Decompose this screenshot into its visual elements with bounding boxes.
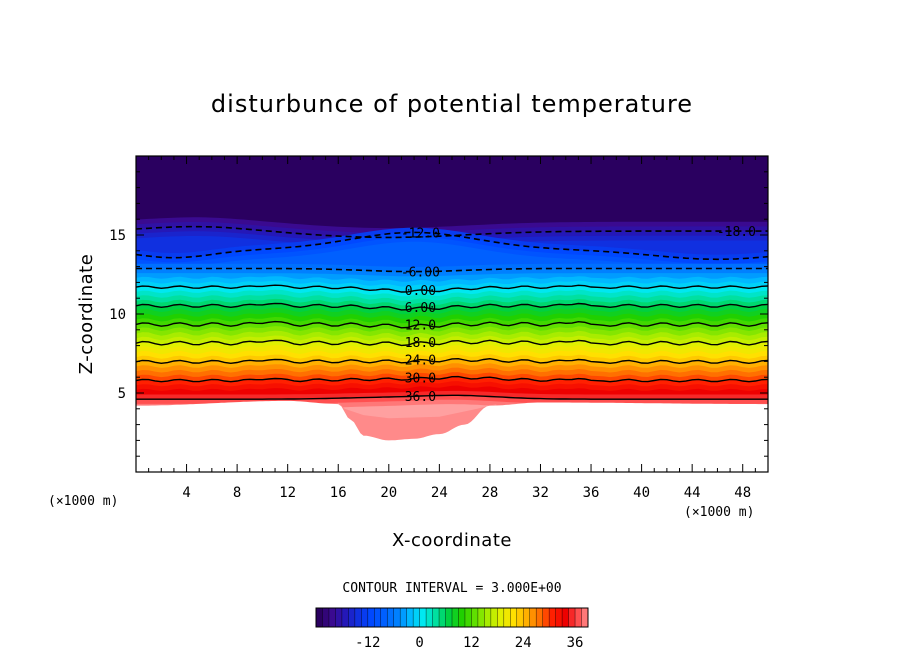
colorbar-segment bbox=[432, 608, 440, 627]
colorbar-segment bbox=[503, 608, 511, 627]
colorbar-segment bbox=[458, 608, 466, 627]
y-tick-label: 15 bbox=[109, 228, 126, 244]
colorbar-segment bbox=[341, 608, 349, 627]
colorbar-segment bbox=[354, 608, 362, 627]
contour-label: 12.0 bbox=[405, 318, 436, 333]
chart-title: disturbunce of potential temperature bbox=[211, 90, 693, 118]
colorbar-segment bbox=[322, 608, 330, 627]
contour-line bbox=[136, 339, 768, 347]
contour-label: 30.0 bbox=[405, 371, 436, 386]
colorbar-segment bbox=[439, 608, 447, 627]
colorbar-segment bbox=[361, 608, 369, 627]
x-tick-labels: 4 8 12 16 20 24 28 32 36 40 44 48 bbox=[182, 485, 751, 501]
colorbar-segment bbox=[484, 608, 492, 627]
contour-label: 36.0 bbox=[405, 390, 436, 405]
colorbar-segment bbox=[490, 608, 498, 627]
x-tick-label: 44 bbox=[684, 485, 701, 501]
x-tick-label: 40 bbox=[633, 485, 650, 501]
contour-line bbox=[136, 302, 768, 311]
colorbar-segment bbox=[374, 608, 382, 627]
terrain-mask bbox=[136, 400, 768, 472]
colorbar bbox=[315, 608, 589, 627]
colorbar-tick-label: 12 bbox=[463, 635, 480, 651]
colorbar-tick-label: 0 bbox=[415, 635, 423, 651]
colorbar-segment bbox=[387, 608, 395, 627]
x-axis-label: X-coordinate bbox=[392, 530, 512, 551]
contour-line bbox=[136, 357, 768, 365]
colorbar-segment bbox=[471, 608, 479, 627]
y-tick-label: 5 bbox=[118, 386, 126, 402]
plot-area: -18.0 -12.0 -6.00 0.00 6.00 12.0 18.0 24.0 30.0 3… bbox=[136, 156, 768, 472]
z-unit-label: (×1000 m) bbox=[48, 494, 118, 509]
colorbar-segment bbox=[549, 608, 557, 627]
colorbar-segment bbox=[445, 608, 453, 627]
contour-line bbox=[136, 375, 768, 383]
colorbar-segment bbox=[536, 608, 544, 627]
colorbar-segment bbox=[335, 608, 343, 627]
x-tick-label: 48 bbox=[734, 485, 751, 501]
colorbar-segment bbox=[575, 608, 583, 627]
contour-label: -12.0 bbox=[401, 226, 440, 241]
colorbar-segment bbox=[400, 608, 408, 627]
x-tick-label: 24 bbox=[431, 485, 448, 501]
x-tick-label: 28 bbox=[481, 485, 498, 501]
colorbar-segment bbox=[555, 608, 563, 627]
axis-ticks bbox=[136, 156, 768, 472]
colorbar-segment bbox=[568, 608, 576, 627]
colorbar-segment bbox=[419, 608, 427, 627]
contour-line bbox=[136, 225, 768, 239]
contour-label: 6.00 bbox=[405, 301, 436, 316]
colorbar-segment bbox=[529, 608, 537, 627]
colorbar-segment bbox=[380, 608, 388, 627]
colorbar-segment bbox=[516, 608, 524, 627]
x-tick-label: 16 bbox=[330, 485, 347, 501]
contour-line bbox=[136, 267, 768, 273]
contour-label: -18.0 bbox=[717, 225, 756, 240]
colorbar-segment bbox=[477, 608, 485, 627]
x-tick-label: 20 bbox=[380, 485, 397, 501]
contour-interval-label: CONTOUR INTERVAL = 3.000E+00 bbox=[342, 581, 561, 596]
colorbar-segment bbox=[562, 608, 570, 627]
colorbar-segment bbox=[316, 608, 323, 627]
colorbar-segment bbox=[581, 608, 589, 627]
colorbar-segment bbox=[406, 608, 414, 627]
x-tick-label: 32 bbox=[532, 485, 549, 501]
contour-label: -6.00 bbox=[401, 266, 440, 281]
contour-lines bbox=[136, 225, 768, 400]
x-tick-label: 36 bbox=[583, 485, 600, 501]
contour-line bbox=[136, 394, 768, 400]
colorbar-segment bbox=[464, 608, 472, 627]
contour-labels: -18.0 -12.0 -6.00 0.00 6.00 12.0 18.0 24.0 30.0 3… bbox=[401, 225, 756, 405]
y-tick-label: 10 bbox=[109, 307, 126, 323]
x-tick-label: 8 bbox=[233, 485, 241, 501]
colorbar-segment bbox=[452, 608, 459, 627]
colorbar-segment bbox=[497, 608, 505, 627]
contour-line bbox=[136, 231, 768, 261]
x-tick-label: 12 bbox=[279, 485, 296, 501]
x-tick-label: 4 bbox=[182, 485, 190, 501]
contour-line bbox=[136, 320, 768, 329]
colorbar-frame bbox=[315, 607, 589, 628]
contour-label: 0.00 bbox=[405, 284, 436, 299]
colorbar-segment bbox=[348, 608, 356, 627]
contour-label: 18.0 bbox=[405, 336, 436, 351]
colorbar-segment bbox=[328, 608, 336, 627]
colorbar-tick-label: 24 bbox=[515, 635, 532, 651]
colorbar-segment bbox=[542, 608, 550, 627]
colorbar-tick-labels: -12 0 12 24 36 bbox=[355, 635, 583, 651]
colorbar-tick-label: -12 bbox=[355, 635, 380, 651]
colorbar-segment bbox=[523, 608, 531, 627]
colorbar-tick-label: 36 bbox=[567, 635, 584, 651]
colorbar-segment bbox=[393, 608, 401, 627]
colorbar-segment bbox=[413, 608, 421, 627]
contour-label: 24.0 bbox=[405, 354, 436, 369]
colorbar-segment bbox=[510, 608, 518, 627]
x-unit-label: (×1000 m) bbox=[684, 505, 754, 520]
colorbar-segment bbox=[367, 608, 375, 627]
colorbar-segment bbox=[426, 608, 434, 627]
contour-line bbox=[136, 284, 768, 293]
y-axis-label: Z-coordinate bbox=[76, 254, 97, 375]
y-tick-labels: 5 10 15 bbox=[109, 228, 126, 402]
